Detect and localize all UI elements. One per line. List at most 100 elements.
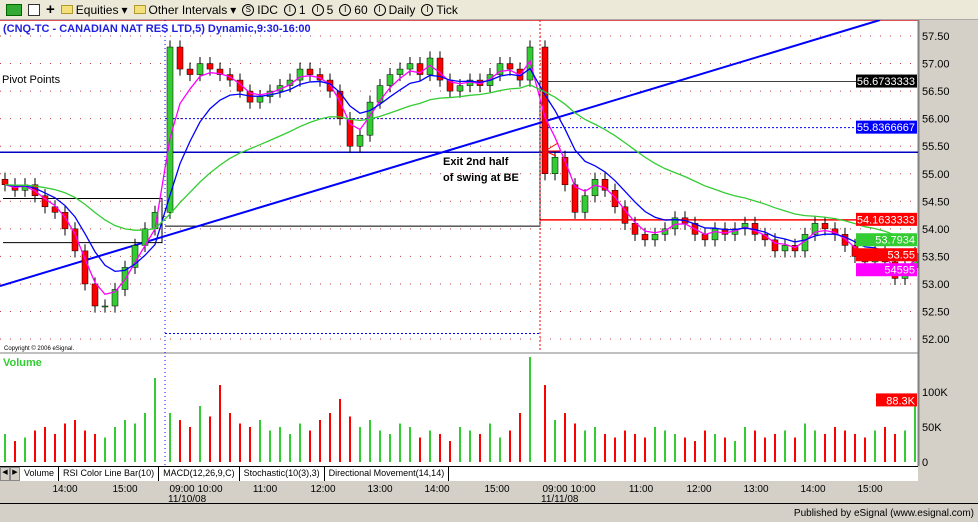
price-badge-text: 54595 [884, 265, 915, 277]
price-badge-text: 53.55 [887, 250, 915, 262]
candle-body [376, 85, 384, 103]
volume-tick-label: 50K [922, 422, 942, 434]
time-tick-label: 14:00 [800, 484, 825, 495]
publisher-note: Published by eSignal (www.esignal.com) [793, 508, 974, 519]
candle-body [581, 195, 589, 213]
tab-scroll-right[interactable]: ▶ [10, 467, 20, 481]
candle-body [296, 68, 304, 81]
annotation-arrow-icon [544, 142, 560, 157]
ema-mid-line [4, 67, 916, 273]
candle-body [111, 289, 119, 307]
price-chart[interactable]: 57.50 57.00 56.50 56.00 55.50 55.00 54.50 54.00… [0, 20, 978, 466]
price-tick-label: 54.00 [922, 224, 950, 236]
candle-body [416, 63, 424, 75]
annotation-line1: Exit 2nd half [443, 156, 509, 168]
study-tabs: ◀ ▶ Volume RSI Color Line Bar(10) MACD(1… [0, 466, 918, 481]
price-tick-label: 53.50 [922, 251, 950, 263]
interval-icon: I [311, 3, 324, 16]
tab-macd[interactable]: MACD(12,26,9,C) [159, 467, 240, 481]
price-tick-label: 55.50 [922, 141, 950, 153]
candle-body [61, 212, 69, 230]
candle-body [101, 305, 109, 308]
price-tick-label: 57.00 [922, 59, 950, 71]
price-badge [856, 74, 917, 88]
symbol-icon: S [242, 3, 255, 16]
price-badge-text: 55.8366667 [857, 122, 915, 134]
candle-body [426, 57, 434, 75]
volume-tick-label: 100K [922, 387, 948, 399]
tab-stochastic[interactable]: Stochastic(10(3),3) [239, 467, 325, 481]
candle-body [641, 234, 649, 241]
candle-body [91, 283, 99, 307]
interval-icon: I [283, 3, 296, 16]
price-tick-label: 52.00 [922, 334, 950, 346]
time-tick-label: 13:00 [743, 484, 768, 495]
candle-body [721, 228, 729, 235]
interval-60-button[interactable]: I 60 [339, 3, 368, 17]
candle-body [621, 206, 629, 224]
volume-badge [876, 393, 917, 407]
candle-body [811, 223, 819, 235]
idc-button[interactable]: S IDC [242, 3, 278, 17]
candle-body [741, 223, 749, 230]
candle-body [216, 68, 224, 75]
tab-scroll-left[interactable]: ◀ [0, 467, 10, 481]
candle-body [611, 190, 619, 208]
time-tick-label: 14:00 [424, 484, 449, 495]
tab-volume[interactable]: Volume [20, 467, 60, 481]
candle-body [841, 234, 849, 246]
candle-body [186, 68, 194, 75]
date-label: 11/11/08 [541, 494, 579, 503]
candle-body [336, 90, 344, 119]
tab-rsi[interactable]: RSI Color Line Bar(10) [59, 467, 160, 481]
time-tick-label: 15:00 [484, 484, 509, 495]
time-tick-label: 09:00 [169, 484, 194, 495]
sma-slow-line [4, 84, 916, 240]
candle-body [711, 228, 719, 241]
candle-body [396, 68, 404, 75]
candle-body [496, 63, 504, 75]
candle-body [506, 63, 514, 70]
price-badge-text: 56.6733333 [857, 76, 915, 88]
time-tick-label: 12:00 [686, 484, 711, 495]
price-badge [856, 233, 917, 247]
time-axis: 14:00 15:00 09:00 10:00 11:00 12:00 13:00 14:00… [52, 484, 882, 503]
interval-icon: I [339, 3, 352, 16]
time-tick-label: 10:00 [570, 484, 595, 495]
properties-icon[interactable] [28, 3, 40, 16]
axis-area [918, 20, 978, 466]
interval-icon: I [373, 3, 386, 16]
price-tick-label: 53.00 [922, 279, 950, 291]
price-tick-label: 55.00 [922, 169, 950, 181]
interval-daily-button[interactable]: I Daily [373, 3, 415, 17]
add-icon[interactable]: + [46, 1, 55, 18]
date-label: 11/10/08 [168, 494, 207, 503]
interval-tick-button[interactable]: I Tick [421, 3, 458, 17]
candle-body [541, 46, 549, 175]
time-tick-label: 12:00 [310, 484, 335, 495]
price-badge [856, 248, 917, 262]
copyright: Copyright © 2006 eSignal. [4, 345, 74, 352]
candle-body [781, 245, 789, 252]
layout-icon[interactable] [6, 3, 22, 16]
equities-menu[interactable]: Equities ▾ [60, 3, 128, 17]
time-tick-label: 14:00 [52, 484, 77, 495]
price-badge [856, 120, 917, 134]
divider [0, 503, 978, 504]
price-tick-label: 54.50 [922, 196, 950, 208]
candle-body [386, 74, 394, 86]
time-tick-label: 15:00 [857, 484, 882, 495]
other-intervals-menu[interactable]: Other Intervals ▾ [133, 3, 236, 17]
price-tick-label: 56.00 [922, 114, 950, 126]
time-tick-label: 13:00 [367, 484, 392, 495]
candle-body [406, 63, 414, 70]
candle-body [631, 223, 639, 235]
candle-body [456, 85, 464, 92]
candle-body [256, 96, 264, 103]
candle-body [196, 63, 204, 75]
candle-body [771, 239, 779, 252]
tab-directional-movement[interactable]: Directional Movement(14,14) [324, 467, 450, 481]
